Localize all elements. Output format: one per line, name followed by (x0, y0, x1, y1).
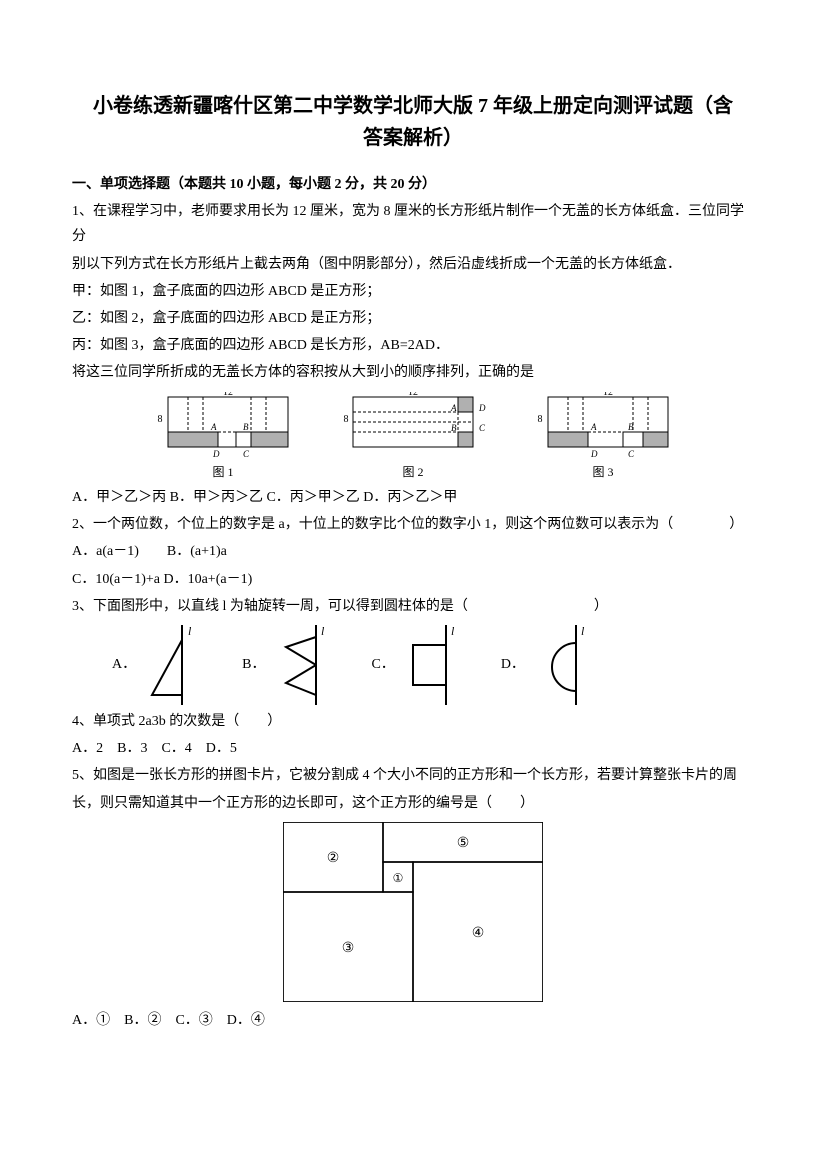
title-line-2: 答案解析） (72, 122, 754, 154)
svg-text:B: B (243, 422, 249, 432)
q3-option-c: C． l (371, 625, 460, 705)
q3-label-c: C． (371, 652, 394, 677)
svg-text:B: B (628, 422, 634, 432)
q1-options: A．甲＞乙＞丙 B．甲＞丙＞乙 C．丙＞甲＞乙 D．丙＞乙＞甲 (72, 485, 754, 510)
svg-text:12: 12 (408, 392, 418, 398)
q3-figD-svg: l (531, 625, 591, 705)
q3-label-d: D． (501, 652, 525, 677)
q1-line-yi: 乙：如图 2，盒子底面的四边形 ABCD 是正方形； (72, 306, 754, 331)
q5-stem-1: 5、如图是一张长方形的拼图卡片，它被分割成 4 个大小不同的正方形和一个长方形，… (72, 763, 754, 788)
q3-figA-svg: l (142, 625, 202, 705)
svg-text:D: D (590, 449, 598, 459)
q1-fig3-caption: 图 3 (528, 462, 678, 484)
q5-figure: ② ⑤ ① ③ ④ (72, 822, 754, 1002)
q3-label-a: A． (112, 652, 136, 677)
svg-text:C: C (479, 423, 486, 433)
q3-figB-svg: l (271, 625, 331, 705)
q1-fig-3: 12 8 A B D C 图 3 (528, 392, 678, 484)
svg-text:A: A (450, 403, 457, 413)
svg-text:l: l (321, 625, 325, 638)
q1-line-bing: 丙：如图 3，盒子底面的四边形 ABCD 是长方形，AB=2AD． (72, 333, 754, 358)
doc-title: 小卷练透新疆喀什区第二中学数学北师大版 7 年级上册定向测评试题（含 答案解析） (72, 90, 754, 154)
q1-stem-1: 1、在课程学习中，老师要求用长为 12 厘米，宽为 8 厘米的长方形纸片制作一个… (72, 199, 754, 249)
q3-option-d: D． l (501, 625, 591, 705)
svg-text:②: ② (327, 851, 340, 866)
svg-text:③: ③ (342, 941, 355, 956)
q2-options-ab: A．a(a－1) B．(a+1)a (72, 539, 754, 564)
svg-text:8: 8 (538, 414, 543, 425)
q3-figC-svg: l (401, 625, 461, 705)
q1-fig2-svg: 12 8 A D B C (338, 392, 488, 460)
q2-stem: 2、一个两位数，个位上的数字是 a，十位上的数字比个位的数字小 1，则这个两位数… (72, 512, 754, 537)
q1-fig3-svg: 12 8 A B D C (528, 392, 678, 460)
svg-text:D: D (212, 449, 220, 459)
q3-stem: 3、下面图形中，以直线 l 为轴旋转一周，可以得到圆柱体的是（ ） (72, 594, 754, 619)
svg-text:A: A (590, 422, 597, 432)
svg-text:l: l (451, 625, 455, 638)
q5-fig-svg: ② ⑤ ① ③ ④ (283, 822, 543, 1002)
q5-options: A．① B．② C．③ D．④ (72, 1008, 754, 1033)
q1-line-jia: 甲：如图 1，盒子底面的四边形 ABCD 是正方形； (72, 279, 754, 304)
q3-option-a: A． l (112, 625, 202, 705)
section-a-header: 一、单项选择题（本题共 10 小题，每小题 2 分，共 20 分） (72, 172, 754, 197)
svg-text:12: 12 (603, 392, 613, 398)
q3-option-b: B． l (242, 625, 331, 705)
svg-text:④: ④ (472, 926, 485, 941)
q1-fig2-caption: 图 2 (338, 462, 488, 484)
svg-text:A: A (210, 422, 217, 432)
q3-label-b: B． (242, 652, 265, 677)
svg-text:D: D (478, 403, 486, 413)
q3-options-row: A． l B． l C． l (112, 625, 754, 705)
svg-text:12: 12 (223, 392, 233, 398)
svg-text:C: C (243, 449, 250, 459)
svg-text:8: 8 (158, 414, 163, 425)
svg-text:l: l (188, 625, 192, 638)
q4-options: A．2 B．3 C．4 D．5 (72, 736, 754, 761)
svg-text:8: 8 (344, 414, 349, 425)
q5-stem-2: 长，则只需知道其中一个正方形的边长即可，这个正方形的编号是（ ） (72, 791, 754, 816)
svg-text:l: l (581, 625, 585, 638)
q1-fig1-svg: 12 8 A B D C (148, 392, 298, 460)
q4-stem: 4、单项式 2a3b 的次数是（ ） (72, 709, 754, 734)
q2-options-cd: C．10(a－1)+a D．10a+(a－1) (72, 567, 754, 592)
q1-figures-row: 12 8 A B D C 图 1 12 8 (72, 392, 754, 484)
svg-text:⑤: ⑤ (457, 836, 470, 851)
q1-stem-2: 别以下列方式在长方形纸片上截去两角（图中阴影部分），然后沿虚线折成一个无盖的长方… (72, 252, 754, 277)
svg-text:①: ① (393, 871, 404, 885)
svg-text:B: B (451, 423, 457, 433)
svg-text:C: C (628, 449, 635, 459)
q1-line-last: 将这三位同学所折成的无盖长方体的容积按从大到小的顺序排列，正确的是 (72, 360, 754, 385)
q1-fig-2: 12 8 A D B C 图 2 (338, 392, 488, 484)
document-page: 小卷练透新疆喀什区第二中学数学北师大版 7 年级上册定向测评试题（含 答案解析）… (0, 0, 826, 1169)
q1-fig-1: 12 8 A B D C 图 1 (148, 392, 298, 484)
title-line-1: 小卷练透新疆喀什区第二中学数学北师大版 7 年级上册定向测评试题（含 (72, 90, 754, 122)
q1-fig1-caption: 图 1 (148, 462, 298, 484)
